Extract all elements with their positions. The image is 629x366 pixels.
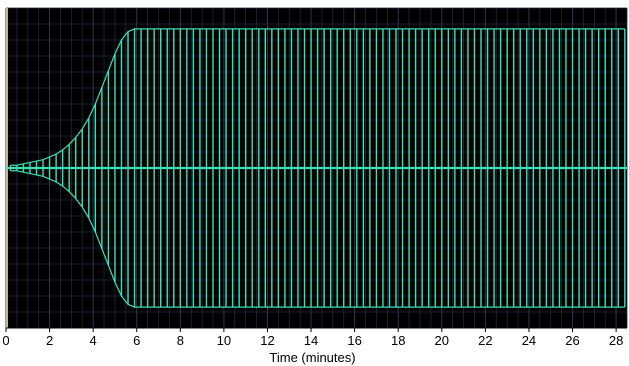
- x-tick-label: 14: [304, 333, 318, 348]
- x-tick-label: 6: [133, 333, 140, 348]
- x-tick-label: 4: [90, 333, 97, 348]
- envelope-upper: [10, 28, 625, 166]
- x-tick-label: 8: [177, 333, 184, 348]
- x-tick-label: 26: [565, 333, 579, 348]
- x-tick-label: 12: [260, 333, 274, 348]
- x-tick-label: 0: [2, 333, 9, 348]
- x-tick-label: 18: [391, 333, 405, 348]
- x-tick-label: 20: [435, 333, 449, 348]
- signal-trace: [6, 28, 627, 308]
- x-tick-label: 10: [217, 333, 231, 348]
- x-tick-label: 16: [347, 333, 361, 348]
- x-tick-label: 24: [522, 333, 536, 348]
- x-axis-title: Time (minutes): [269, 350, 355, 365]
- envelope-lower: [10, 170, 625, 308]
- x-tick-label: 22: [478, 333, 492, 348]
- x-tick-label: 2: [46, 333, 53, 348]
- x-tick-label: 28: [609, 333, 623, 348]
